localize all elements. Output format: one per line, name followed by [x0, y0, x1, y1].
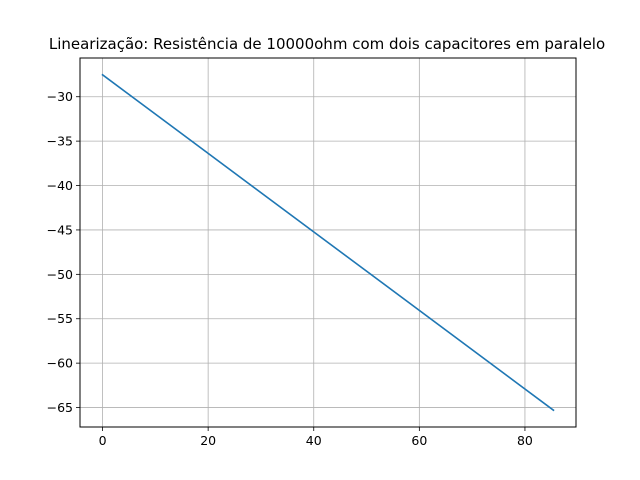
y-tick-label: −40 [47, 178, 73, 193]
axis-ticks: 0 20 40 60 80 −30 −35 −40 −45 −50 −55 −60 −65 [47, 89, 533, 448]
x-tick-label: 20 [200, 433, 216, 448]
x-tick-label: 80 [517, 433, 533, 448]
x-tick-label: 60 [411, 433, 427, 448]
plot-frame [79, 57, 577, 428]
y-tick-label: −50 [47, 267, 73, 282]
y-tick-label: −65 [47, 400, 73, 415]
x-tick-label: 0 [99, 433, 107, 448]
y-tick-label: −45 [47, 222, 73, 237]
y-tick-label: −55 [47, 311, 73, 326]
y-tick-label: −60 [47, 356, 73, 371]
x-tick-label: 40 [306, 433, 322, 448]
chart-title: Linearização: Resistência de 10000ohm co… [49, 35, 605, 53]
y-tick-label: −30 [47, 89, 73, 104]
series-layer [101, 73, 555, 412]
grid [80, 58, 576, 427]
series-line [101, 73, 555, 412]
y-tick-label: −35 [47, 134, 73, 149]
